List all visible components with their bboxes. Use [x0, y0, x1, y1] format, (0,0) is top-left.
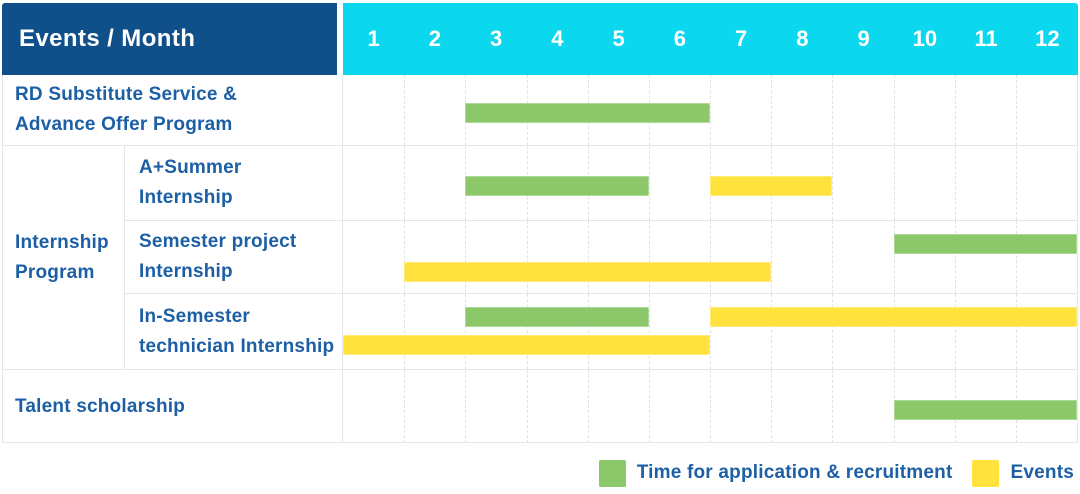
month-gridline [710, 294, 711, 369]
month-gridline [954, 75, 956, 145]
month-gridline [465, 221, 467, 293]
legend: Time for application & recruitment Event… [598, 458, 1074, 488]
month-gridline [832, 294, 834, 369]
month-gridline [893, 294, 895, 369]
legend-label-recruitment: Time for application & recruitment [636, 462, 953, 483]
month-gridline [1015, 75, 1017, 145]
gantt-bar-recruitment [465, 176, 649, 196]
month-gridline [771, 370, 773, 443]
month-header-row: 1 2 3 4 5 6 7 8 9 10 11 12 [343, 3, 1078, 75]
month-header-cell: 10 [912, 26, 938, 51]
month-gridline [893, 221, 895, 293]
month-gridline [832, 370, 834, 443]
month-gridline [1015, 294, 1017, 369]
gantt-bar-events [710, 307, 1077, 327]
month-gridline [587, 294, 589, 369]
legend-item-events: Events [972, 459, 1074, 487]
chart-row-talent-scholarship [342, 370, 1077, 443]
chart-row-semester-project-internship [342, 221, 1077, 294]
month-gridline [1015, 221, 1017, 293]
month-header-cell: 5 [612, 26, 625, 51]
gantt-bar-events [343, 335, 710, 355]
month-gridline [465, 370, 467, 443]
month-header-cell: 1 [367, 26, 380, 51]
gantt-bar-recruitment [893, 234, 1077, 254]
month-gridline [587, 370, 589, 443]
gantt-body: RD Substitute Service & Advance Offer Pr… [2, 75, 1078, 443]
month-gridline [893, 75, 895, 145]
month-gridline [954, 294, 956, 369]
month-gridline [404, 294, 406, 369]
month-gridline [832, 146, 834, 220]
month-gridline [710, 75, 711, 145]
legend-item-recruitment: Time for application & recruitment [598, 459, 953, 487]
green-swatch-icon [598, 459, 626, 487]
month-gridline [404, 221, 406, 293]
month-gridline [893, 146, 895, 220]
table-corner-header: Events / Month [2, 3, 337, 75]
chart-row-a-plus-summer-internship [342, 146, 1077, 221]
row-label-talent-scholarship: Talent scholarship [15, 395, 186, 417]
month-gridline [832, 75, 834, 145]
month-gridline [832, 221, 834, 293]
chart-row-in-semester-technician-internship [342, 294, 1077, 370]
month-header-cell: 6 [673, 26, 686, 51]
month-gridline [710, 221, 711, 293]
month-gridline [710, 370, 711, 443]
month-header-cell: 12 [1035, 26, 1060, 51]
row-label-semester-project-internship: Semester project Internship [125, 221, 342, 294]
gantt-bar-recruitment [465, 103, 710, 123]
month-header-cell: 11 [974, 26, 998, 51]
month-header-cell: 7 [735, 26, 748, 51]
gantt-bar-events [404, 262, 772, 282]
month-gridline [526, 370, 528, 443]
row-label-a-plus-summer-internship: A+Summer Internship [125, 146, 342, 221]
month-gridline [648, 146, 650, 220]
month-gridline [648, 294, 650, 369]
gantt-bar-recruitment [893, 399, 1077, 420]
row-group-label-internship-program: Internship Program [3, 146, 125, 370]
month-header-cell: 2 [428, 26, 441, 51]
month-gridline [771, 75, 773, 145]
month-gridline [771, 221, 773, 293]
month-gridline [526, 221, 528, 293]
month-gridline [465, 294, 467, 369]
legend-label-events: Events [1010, 462, 1074, 483]
month-gridline [587, 221, 589, 293]
month-header-cell: 3 [490, 26, 503, 51]
row-label-in-semester-technician-internship: In-Semester technician Internship [125, 294, 342, 370]
month-gridline [1015, 146, 1017, 220]
month-gridline [404, 75, 406, 145]
month-gridline [526, 294, 528, 369]
row-label-rd-substitute-service: RD Substitute Service & Advance Offer Pr… [3, 75, 342, 146]
month-gridline [404, 370, 406, 443]
month-gridline [954, 221, 956, 293]
month-gridline [404, 146, 406, 220]
gantt-bar-recruitment [465, 307, 649, 327]
month-gridline [648, 370, 650, 443]
month-gridline [648, 221, 650, 293]
month-gridline [954, 146, 956, 220]
month-header-cell: 4 [551, 26, 564, 51]
month-header-cell: 8 [796, 26, 809, 51]
yellow-swatch-icon [972, 459, 1000, 487]
month-header-cell: 9 [857, 26, 870, 51]
chart-row-rd-substitute-service [342, 75, 1077, 146]
month-gridline [771, 294, 773, 369]
gantt-bar-events [710, 176, 833, 196]
